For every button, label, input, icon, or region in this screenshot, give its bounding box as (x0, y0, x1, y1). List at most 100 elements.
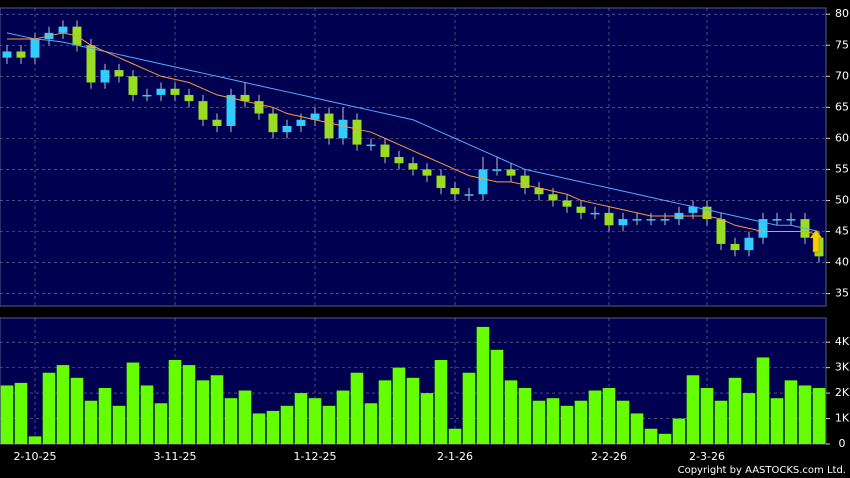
candle-body (338, 119, 348, 139)
candle-body (422, 169, 432, 176)
candle-body (492, 169, 502, 171)
volume-bar (448, 428, 462, 444)
volume-bar (126, 362, 140, 444)
candle-body (436, 175, 446, 189)
volume-bar (28, 436, 42, 444)
copyright: Copyright by AASTOCKS.com Ltd. (678, 465, 846, 476)
volume-bar (504, 380, 518, 444)
volume-bar (98, 388, 112, 444)
volume-bar (224, 398, 238, 444)
volume-bar (210, 375, 224, 444)
volume-bar (714, 400, 728, 444)
candle-body (758, 219, 768, 238)
y-tick-label: 55 (835, 162, 849, 175)
volume-bar (756, 357, 770, 444)
volume-bar (476, 326, 490, 444)
volume-bar (812, 388, 826, 444)
y-tick-label: 60 (835, 131, 849, 144)
volume-bar (84, 400, 98, 444)
volume-bar (588, 390, 602, 444)
volume-bar (644, 428, 658, 444)
candle-body (142, 94, 152, 97)
y-tick-label: 45 (835, 225, 849, 238)
signal-arrow (809, 229, 823, 253)
candle-body (772, 219, 782, 221)
y-tick-label: 1K (835, 412, 850, 425)
candle-body (632, 219, 642, 221)
y-tick-label: 35 (835, 287, 849, 300)
candle-body (646, 219, 656, 221)
y-tick-label: 65 (835, 100, 849, 113)
candle-body (478, 169, 488, 195)
candle-body (464, 194, 474, 196)
y-tick-label: 0 (839, 437, 846, 450)
candle-body (282, 125, 292, 133)
candle-body (170, 88, 180, 95)
volume-bar (728, 377, 742, 444)
x-tick-label: 2-10-25 (14, 450, 57, 463)
volume-bar (420, 393, 434, 444)
volume-bar (742, 393, 756, 444)
y-tick-label: 80 (835, 7, 849, 20)
candle-body (506, 169, 516, 176)
candle-body (100, 70, 110, 83)
volume-bar (70, 377, 84, 444)
volume-bar (294, 393, 308, 444)
candle-body (450, 188, 460, 195)
candle-body (296, 119, 306, 126)
y-tick-label: 3K (835, 361, 850, 374)
x-tick-label: 2-2-26 (591, 450, 627, 463)
moving-average (6, 32, 820, 232)
volume-bar (140, 385, 154, 444)
volume-bar (546, 398, 560, 444)
candle-body (366, 144, 376, 147)
volume-bar (350, 372, 364, 444)
candle-body (58, 26, 68, 33)
candle-body (30, 39, 40, 58)
candle-body (786, 219, 796, 221)
candle-body (324, 113, 334, 139)
candle-body (730, 243, 740, 251)
volume-bar (336, 390, 350, 444)
volume-bar (518, 388, 532, 444)
volume-bar (658, 433, 672, 444)
volume-bar (280, 405, 294, 444)
volume-bar (630, 413, 644, 444)
volume-bar (602, 388, 616, 444)
candle-body (226, 94, 236, 126)
candle-body (86, 45, 96, 83)
y-tick-label: 2K (835, 386, 850, 399)
volume-bar (490, 349, 504, 444)
x-tick-label: 3-11-25 (154, 450, 197, 463)
candle-body (184, 94, 194, 102)
moving-average (7, 32, 820, 236)
candle-body (394, 157, 404, 164)
volume-bar (560, 405, 574, 444)
volume-bar (378, 380, 392, 444)
volume-bar (798, 385, 812, 444)
volume-bar (462, 372, 476, 444)
volume-bar (616, 400, 630, 444)
candle-body (702, 206, 712, 220)
candle-body (618, 219, 628, 226)
candle-body (562, 200, 572, 207)
candle-body (534, 188, 544, 195)
volume-bar (322, 405, 336, 444)
candle-body (156, 88, 166, 95)
candle-body (380, 144, 390, 157)
candle-body (688, 206, 698, 213)
candle-body (590, 212, 600, 215)
y-tick-label: 50 (835, 193, 849, 206)
y-tick-label: 40 (835, 256, 849, 269)
volume-bar (0, 385, 14, 444)
candle-body (310, 113, 320, 120)
volume-bar (238, 390, 252, 444)
candle-body (128, 76, 138, 95)
candle-body (240, 94, 250, 102)
volume-bar (784, 380, 798, 444)
volume-bar (196, 380, 210, 444)
candle-body (576, 206, 586, 213)
y-tick-label: 4K (835, 335, 850, 348)
candle-body (352, 119, 362, 145)
